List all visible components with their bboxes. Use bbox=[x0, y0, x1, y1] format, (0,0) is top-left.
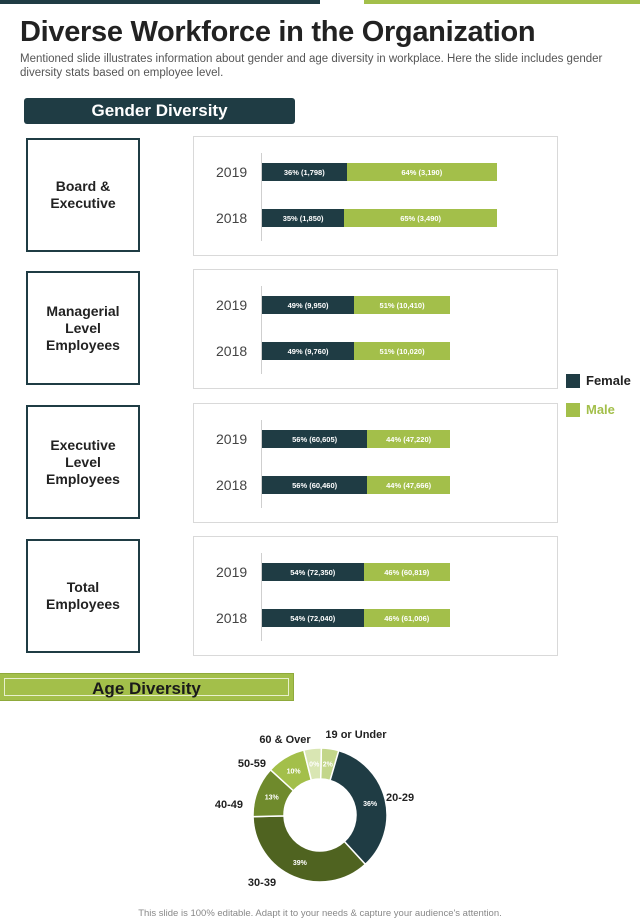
male-bar: 64% (3,190) bbox=[346, 163, 497, 181]
gender-chart-panel: 2019 36% (1,798) 64% (3,190) 2018 35% (1,850… bbox=[193, 136, 558, 256]
top-accent-dark bbox=[0, 0, 320, 4]
donut-slice bbox=[302, 747, 323, 781]
donut-slice-value-label: 0% bbox=[309, 761, 320, 768]
male-bar: 46% (60,819) bbox=[363, 563, 450, 581]
donut-slice bbox=[252, 815, 367, 883]
legend-male-swatch bbox=[566, 402, 580, 417]
gender-diversity-header: Gender Diversity bbox=[24, 98, 295, 124]
year-tick-label: 2019 bbox=[216, 431, 248, 447]
female-bar: 56% (60,460) bbox=[262, 476, 368, 494]
donut-slice-value-label: 10% bbox=[287, 768, 302, 775]
category-box: Total Employees bbox=[26, 539, 140, 653]
donut-slice-value-label: 13% bbox=[265, 794, 280, 801]
male-bar: 51% (10,410) bbox=[354, 296, 450, 314]
footer-note: This slide is 100% editable. Adapt it to… bbox=[138, 908, 502, 919]
legend-female: Female bbox=[566, 373, 631, 388]
gender-chart-panel: 2019 56% (60,605) 44% (47,220) 2018 56% (60,… bbox=[193, 403, 558, 523]
donut-category-label: 30-39 bbox=[248, 877, 276, 889]
year-tick-label: 2018 bbox=[216, 343, 248, 359]
donut-category-label: 60 & Over bbox=[259, 734, 311, 746]
donut-slice-value-label: 39% bbox=[293, 860, 308, 867]
donut-category-label: 50-59 bbox=[238, 758, 266, 770]
legend-female-swatch bbox=[566, 373, 580, 388]
legend-female-label: Female bbox=[586, 373, 631, 388]
age-diversity-header: Age Diversity bbox=[0, 673, 294, 701]
female-bar: 54% (72,040) bbox=[262, 609, 364, 627]
donut-slice-value-label: 2% bbox=[323, 762, 334, 769]
age-diversity-donut-chart: 2% 19 or Under 36% 20-29 39% 30-39 13% 40-49 10%… bbox=[215, 729, 414, 889]
top-accent-green bbox=[364, 0, 640, 4]
donut-category-label: 19 or Under bbox=[325, 729, 387, 741]
category-box: Board & Executive bbox=[26, 138, 140, 252]
year-tick-label: 2019 bbox=[216, 564, 248, 580]
male-bar: 46% (61,006) bbox=[363, 609, 450, 627]
top-accent-bar bbox=[0, 0, 640, 4]
gender-chart-panel: 2019 49% (9,950) 51% (10,410) 2018 49% (9,76… bbox=[193, 269, 558, 389]
chart-axis-line bbox=[261, 553, 262, 641]
year-tick-label: 2018 bbox=[216, 610, 248, 626]
chart-axis-line bbox=[261, 153, 262, 241]
chart-axis-line bbox=[261, 286, 262, 374]
age-diversity-header-label: Age Diversity bbox=[4, 678, 289, 698]
year-tick-label: 2019 bbox=[216, 164, 248, 180]
donut-slice-value-label: 36% bbox=[363, 801, 378, 808]
legend-male: Male bbox=[566, 402, 615, 417]
male-bar: 44% (47,666) bbox=[367, 476, 450, 494]
category-box: Executive Level Employees bbox=[26, 405, 140, 519]
year-tick-label: 2018 bbox=[216, 210, 248, 226]
female-bar: 49% (9,950) bbox=[262, 296, 355, 314]
male-bar: 65% (3,490) bbox=[344, 209, 497, 227]
page-subtitle: Mentioned slide illustrates information … bbox=[20, 53, 603, 79]
legend-male-label: Male bbox=[586, 402, 615, 417]
female-bar: 36% (1,798) bbox=[262, 163, 347, 181]
donut-slice bbox=[329, 749, 388, 866]
male-bar: 44% (47,220) bbox=[367, 430, 450, 448]
gender-chart-panel: 2019 54% (72,350) 46% (60,819) 2018 54% (72,… bbox=[193, 536, 558, 656]
year-tick-label: 2018 bbox=[216, 477, 248, 493]
female-bar: 35% (1,850) bbox=[262, 209, 345, 227]
chart-axis-line bbox=[261, 420, 262, 508]
donut-category-label: 40-49 bbox=[215, 799, 243, 811]
category-box: Managerial Level Employees bbox=[26, 271, 140, 385]
female-bar: 54% (72,350) bbox=[262, 563, 364, 581]
year-tick-label: 2019 bbox=[216, 297, 248, 313]
page-title: Diverse Workforce in the Organization bbox=[20, 16, 536, 48]
female-bar: 56% (60,605) bbox=[262, 430, 368, 448]
male-bar: 51% (10,020) bbox=[354, 342, 450, 360]
female-bar: 49% (9,760) bbox=[262, 342, 355, 360]
donut-category-label: 20-29 bbox=[386, 792, 414, 804]
